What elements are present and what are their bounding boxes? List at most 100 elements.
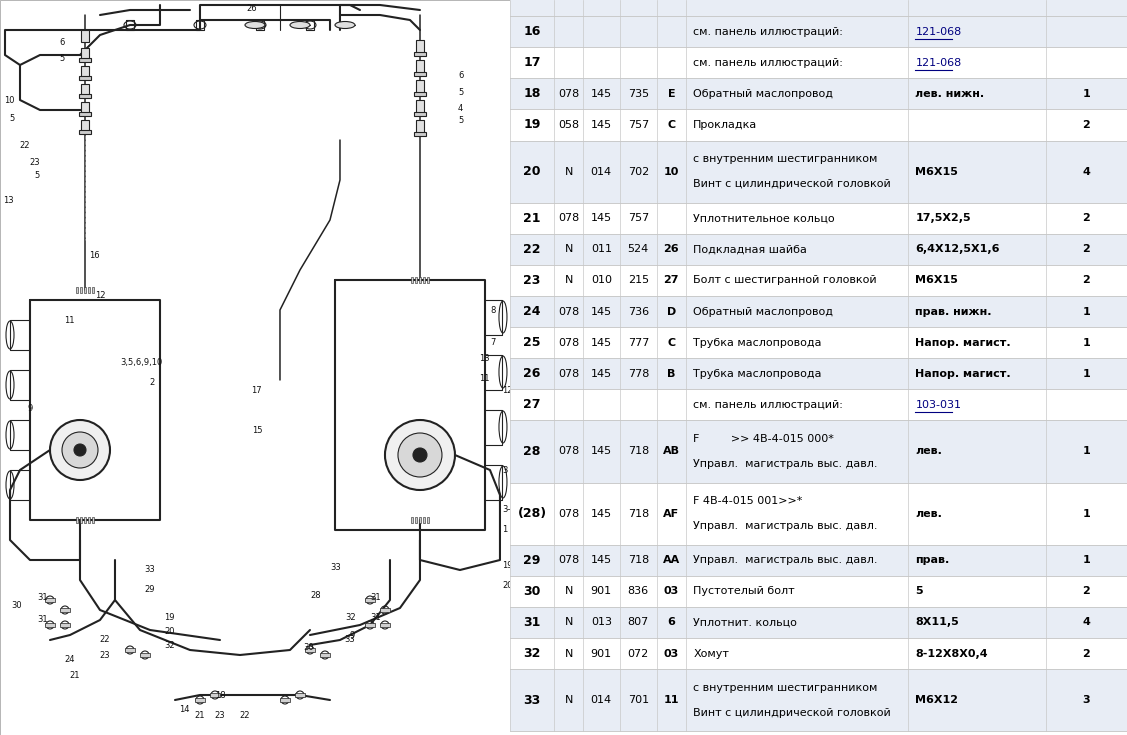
Bar	[81, 66, 89, 78]
Text: 29: 29	[524, 553, 541, 567]
Text: 33: 33	[144, 565, 156, 575]
Text: 19: 19	[165, 614, 175, 623]
Text: 13: 13	[479, 354, 490, 362]
Text: F 4В-4-015 001>>*: F 4В-4-015 001>>*	[693, 496, 802, 506]
Bar	[76, 517, 78, 523]
Text: AB: AB	[663, 446, 680, 456]
Circle shape	[412, 448, 427, 462]
Text: 31: 31	[370, 614, 381, 623]
Text: 735: 735	[628, 89, 649, 99]
Text: 20: 20	[502, 581, 513, 589]
Bar	[365, 598, 375, 602]
Text: 1: 1	[1082, 509, 1090, 519]
Text: 5: 5	[35, 171, 39, 179]
Text: N: N	[565, 695, 573, 705]
Text: F         >> 4В-4-015 000*: F >> 4В-4-015 000*	[693, 434, 834, 444]
Bar	[416, 80, 424, 94]
Text: 4: 4	[1082, 617, 1090, 628]
Bar	[423, 517, 425, 523]
Bar	[195, 698, 205, 702]
Circle shape	[74, 444, 86, 456]
Bar	[92, 287, 94, 293]
Text: 078: 078	[558, 213, 579, 223]
Text: 31: 31	[524, 616, 541, 629]
Text: AA: AA	[663, 556, 680, 565]
Text: Трубка маслопровода: Трубка маслопровода	[693, 369, 822, 379]
Text: 145: 145	[591, 556, 612, 565]
Text: 21: 21	[195, 711, 205, 720]
Text: Винт с цилиндрической головкой: Винт с цилиндрической головкой	[693, 708, 891, 717]
Text: Обратный маслопровод: Обратный маслопровод	[693, 306, 833, 317]
Text: 718: 718	[628, 556, 649, 565]
Text: 2: 2	[1082, 213, 1090, 223]
Text: 32: 32	[345, 614, 356, 623]
Bar	[511, 358, 1127, 390]
Text: 757: 757	[628, 120, 649, 130]
Text: Обратный маслопровод: Обратный маслопровод	[693, 89, 833, 99]
Text: 078: 078	[558, 306, 579, 317]
Text: Уплотнит. кольцо: Уплотнит. кольцо	[693, 617, 797, 628]
Bar	[419, 277, 421, 283]
Bar	[427, 517, 429, 523]
Text: 2: 2	[1082, 120, 1090, 130]
Text: 18: 18	[524, 87, 541, 101]
Text: 078: 078	[558, 556, 579, 565]
Text: 2: 2	[150, 378, 156, 387]
Bar	[81, 48, 89, 60]
Text: 078: 078	[558, 89, 579, 99]
Text: 11: 11	[64, 315, 76, 324]
Bar	[414, 72, 426, 76]
Text: 21: 21	[70, 670, 80, 679]
Bar	[511, 669, 1127, 731]
Text: 31: 31	[37, 615, 48, 625]
Bar	[414, 132, 426, 136]
Bar	[511, 545, 1127, 576]
Text: 18: 18	[214, 690, 225, 700]
Bar	[511, 0, 1127, 16]
Text: 32: 32	[524, 647, 541, 660]
Bar	[411, 277, 412, 283]
Bar	[380, 623, 390, 627]
Bar	[416, 60, 424, 74]
Text: 11: 11	[664, 695, 680, 705]
Text: 2: 2	[1082, 244, 1090, 254]
Text: 12: 12	[502, 385, 513, 395]
Text: 736: 736	[628, 306, 649, 317]
Text: Управл.  магистраль выс. давл.: Управл. магистраль выс. давл.	[693, 521, 878, 531]
Text: 21: 21	[523, 212, 541, 225]
Text: 145: 145	[591, 369, 612, 379]
Text: Болт с шестигранной головкой: Болт с шестигранной головкой	[693, 276, 877, 285]
Text: 30: 30	[524, 585, 541, 598]
Text: 1: 1	[1082, 337, 1090, 348]
Text: 4: 4	[1082, 167, 1090, 176]
Bar	[81, 84, 89, 96]
Text: 718: 718	[628, 509, 649, 519]
Text: 22: 22	[523, 243, 541, 256]
Text: Прокладка: Прокладка	[693, 120, 757, 130]
Bar	[511, 79, 1127, 110]
Text: 014: 014	[591, 167, 612, 176]
Text: 121-068: 121-068	[915, 58, 961, 68]
Text: 901: 901	[591, 648, 612, 659]
Bar	[79, 76, 91, 80]
Text: прав.: прав.	[915, 556, 950, 565]
Text: 078: 078	[558, 446, 579, 456]
Bar	[92, 517, 94, 523]
Bar	[88, 287, 90, 293]
Text: 011: 011	[591, 244, 612, 254]
Text: 11: 11	[479, 373, 490, 382]
Text: Напор. магист.: Напор. магист.	[915, 369, 1011, 379]
Bar	[511, 638, 1127, 669]
Bar	[320, 653, 330, 657]
Text: 17,5Х2,5: 17,5Х2,5	[915, 213, 971, 223]
Circle shape	[385, 420, 455, 490]
Text: 26: 26	[524, 368, 541, 380]
Text: 145: 145	[591, 120, 612, 130]
Text: 22: 22	[99, 636, 110, 645]
Text: 103-031: 103-031	[915, 400, 961, 410]
Text: 836: 836	[628, 587, 649, 596]
Text: 6,4Х12,5Х1,6: 6,4Х12,5Х1,6	[915, 244, 1000, 254]
Text: 145: 145	[591, 213, 612, 223]
Text: 16: 16	[524, 25, 541, 38]
Text: 5: 5	[60, 54, 64, 62]
